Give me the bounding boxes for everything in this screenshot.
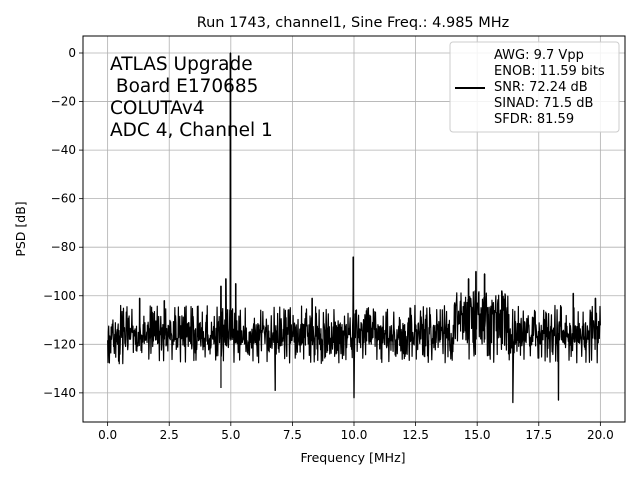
chart-title: Run 1743, channel1, Sine Freq.: 4.985 MH…: [197, 15, 510, 31]
x-tick-label: 17.5: [525, 428, 552, 442]
y-tick-label: 0: [68, 46, 76, 60]
legend-entry-snr: SNR: 72.24 dB: [494, 80, 588, 95]
annotation-line-3: COLUTAv4: [110, 98, 205, 119]
y-tick-label: −140: [43, 386, 76, 400]
x-tick-label: 20.0: [587, 428, 614, 442]
annotation-line-2: Board E170685: [110, 76, 258, 97]
legend-entry-enob: ENOB: 11.59 bits: [494, 64, 605, 79]
spectrum-trace: [107, 52, 601, 404]
y-tick-label: −100: [43, 289, 76, 303]
y-tick-label: −80: [51, 240, 76, 254]
x-tick-label: 10.0: [341, 428, 368, 442]
y-tick-label: −60: [51, 192, 76, 206]
y-tick-label: −20: [51, 95, 76, 109]
annotation-line-1: ATLAS Upgrade: [110, 54, 253, 75]
x-axis-label: Frequency [MHz]: [300, 450, 405, 465]
x-tick-label: 12.5: [402, 428, 429, 442]
y-axis-label: PSD [dB]: [13, 201, 28, 256]
legend-entry-awg: AWG: 9.7 Vpp: [494, 48, 584, 63]
x-tick-label: 5.0: [221, 428, 240, 442]
y-axis-ticks: 0 −20 −40 −60 −80 −100 −120 −140: [43, 46, 83, 400]
legend-entry-sinad: SINAD: 71.5 dB: [494, 96, 593, 111]
annotation-line-4: ADC 4, Channel 1: [110, 120, 273, 141]
x-tick-label: 2.5: [160, 428, 179, 442]
y-tick-label: −120: [43, 337, 76, 351]
legend-box: [449, 41, 620, 133]
legend: AWG: 9.7 Vpp ENOB: 11.59 bits SNR: 72.24…: [449, 41, 620, 133]
board-annotation: ATLAS Upgrade Board E170685 COLUTAv4 ADC…: [110, 54, 273, 141]
x-axis-ticks: 0.0 2.5 5.0 7.5 10.0 12.5 15.0 17.5 20.0: [98, 422, 614, 442]
legend-entry-sfdr: SFDR: 81.59: [494, 112, 574, 127]
y-tick-label: −40: [51, 143, 76, 157]
x-tick-label: 7.5: [283, 428, 302, 442]
x-tick-label: 15.0: [464, 428, 491, 442]
x-tick-label: 0.0: [98, 428, 117, 442]
